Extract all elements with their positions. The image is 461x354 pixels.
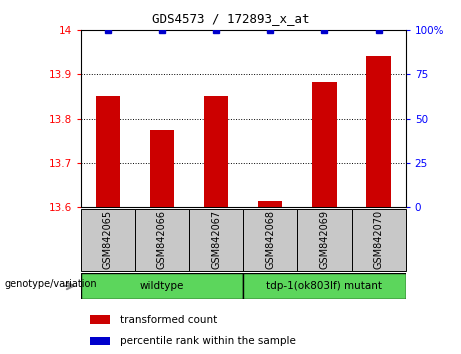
Bar — [81, 273, 243, 299]
Bar — [90, 315, 110, 324]
Bar — [351, 209, 406, 271]
Bar — [366, 56, 391, 207]
Bar — [312, 82, 337, 207]
Text: GSM842070: GSM842070 — [373, 210, 384, 269]
Text: GSM842069: GSM842069 — [319, 210, 330, 269]
Text: GSM842068: GSM842068 — [265, 210, 275, 269]
Text: tdp-1(ok803lf) mutant: tdp-1(ok803lf) mutant — [266, 281, 383, 291]
Bar — [189, 209, 243, 271]
Text: GDS4573 / 172893_x_at: GDS4573 / 172893_x_at — [152, 12, 309, 25]
Text: percentile rank within the sample: percentile rank within the sample — [120, 336, 296, 346]
Bar — [243, 209, 297, 271]
Bar — [297, 209, 351, 271]
Bar — [95, 97, 120, 207]
Bar — [135, 209, 189, 271]
Bar — [243, 273, 406, 299]
Bar — [258, 201, 283, 207]
Text: GSM842066: GSM842066 — [157, 210, 167, 269]
Text: GSM842067: GSM842067 — [211, 210, 221, 269]
Text: genotype/variation: genotype/variation — [5, 279, 97, 289]
Text: wildtype: wildtype — [140, 281, 184, 291]
Bar — [204, 97, 228, 207]
Bar — [90, 337, 110, 345]
Text: GSM842065: GSM842065 — [103, 210, 113, 269]
Bar — [150, 130, 174, 207]
Text: transformed count: transformed count — [120, 315, 217, 325]
Bar — [81, 209, 135, 271]
